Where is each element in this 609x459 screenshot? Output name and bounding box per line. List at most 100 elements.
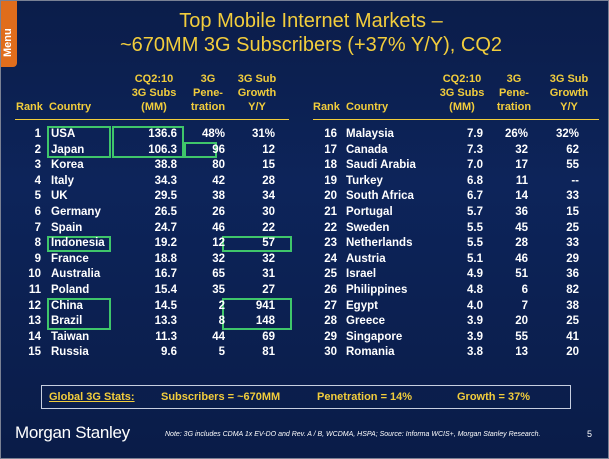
left-header-subs-2: 3G Subs [131, 87, 177, 99]
left-header-rank: Rank [16, 101, 43, 113]
table-cell-pen: 28 [515, 237, 528, 250]
table-cell-pen: 5 [218, 346, 225, 359]
table-cell-pen: 11 [515, 174, 528, 187]
table-cell-subs: 4.0 [467, 299, 483, 312]
highlight-usa-japan-country [47, 126, 111, 158]
table-cell-country: Netherlands [346, 237, 413, 250]
table-cell-pen: 55 [515, 330, 528, 343]
table-cell-pen: 38 [212, 190, 225, 203]
table-cell-pen: 96 [212, 143, 225, 156]
table-cell-rank: 20 [324, 190, 337, 203]
table-cell-rank: 27 [324, 299, 337, 312]
table-cell-rank: 10 [28, 268, 41, 281]
table-cell-subs: 24.7 [154, 221, 177, 234]
table-cell-subs: 4.9 [467, 268, 483, 281]
table-cell-pen: 8 [218, 315, 225, 328]
table-cell-country: Russia [51, 346, 89, 359]
table-cell-growth: 33 [566, 237, 579, 250]
table-cell-growth: 27 [262, 284, 275, 296]
table-cell-growth: 22 [262, 221, 275, 234]
table-cell-rank: 25 [324, 268, 337, 281]
table-cell-country: Indonesia [51, 237, 105, 250]
table-cell-subs: 7.3 [467, 143, 483, 156]
table-cell-subs: 19.2 [154, 237, 177, 250]
table-cell-growth: -- [571, 174, 579, 187]
table-cell-rank: 2 [34, 143, 41, 156]
left-header-pen-2: Pene- [193, 87, 223, 99]
table-cell-rank: 22 [324, 221, 337, 234]
table-cell-subs: 3.8 [467, 346, 483, 359]
right-header-divider [313, 119, 599, 120]
table-cell-country: Japan [51, 143, 85, 156]
table-cell-pen: 26% [504, 128, 528, 140]
table-cell-growth: 34 [262, 190, 275, 203]
table-cell-rank: 12 [28, 299, 41, 312]
table-cell-rank: 1 [34, 128, 41, 140]
left-header-subs-3: (MM) [141, 101, 167, 113]
table-cell-pen: 48% [201, 128, 225, 140]
highlight-japan-penetration [184, 142, 217, 158]
table-cell-pen: 20 [515, 315, 528, 328]
table-cell-rank: 9 [34, 252, 41, 265]
menu-button[interactable]: Menu [1, 1, 17, 67]
morgan-stanley-logo: Morgan Stanley [15, 423, 130, 442]
table-cell-country: Greece [346, 315, 386, 328]
left-header-growth-2: Growth [237, 87, 277, 99]
table-cell-pen: 35 [212, 284, 225, 296]
highlight-china-brazil-country [47, 298, 111, 330]
table-cell-rank: 3 [34, 159, 41, 172]
table-cell-pen: 65 [212, 268, 225, 281]
table-cell-subs: 6.8 [467, 174, 483, 187]
table-cell-pen: 42 [212, 174, 225, 187]
table-cell-pen: 6 [521, 284, 528, 296]
table-cell-country: UK [51, 190, 68, 203]
table-cell-subs: 9.6 [161, 346, 177, 359]
table-cell-growth: 15 [262, 159, 275, 172]
table-cell-country: USA [51, 128, 76, 140]
table-cell-country: Korea [51, 159, 84, 172]
table-cell-rank: 16 [324, 128, 337, 140]
table-cell-growth: 38 [566, 299, 579, 312]
table-cell-growth: 62 [566, 143, 579, 156]
highlight-usa-japan-subs [112, 126, 184, 158]
table-cell-subs: 3.9 [467, 330, 483, 343]
table-cell-rank: 11 [28, 284, 41, 296]
slide-title-line1: Top Mobile Internet Markets – [179, 10, 443, 32]
left-header-country: Country [49, 101, 92, 113]
table-cell-subs: 13.3 [154, 315, 177, 328]
table-cell-rank: 19 [324, 174, 337, 187]
table-cell-growth: 25 [566, 315, 579, 328]
table-cell-rank: 23 [324, 237, 337, 250]
table-cell-subs: 106.3 [148, 143, 177, 156]
slide-title-line2: ~670MM 3G Subscribers (+37% Y/Y), CQ2 [119, 34, 502, 56]
table-cell-subs: 15.4 [154, 284, 177, 296]
table-cell-rank: 15 [28, 346, 41, 359]
left-header-divider [15, 119, 289, 120]
table-cell-growth: 33 [566, 190, 579, 203]
table-cell-subs: 38.8 [154, 159, 177, 172]
table-cell-subs: 5.5 [467, 237, 483, 250]
table-cell-country: Spain [51, 221, 83, 234]
table-cell-subs: 5.5 [467, 221, 483, 234]
footnote: Note: 3G includes CDMA 1x EV-DO and Rev.… [165, 431, 541, 438]
table-cell-rank: 18 [324, 159, 337, 172]
table-cell-subs: 14.5 [154, 299, 177, 312]
right-header-country: Country [346, 101, 389, 113]
table-cell-country: Israel [346, 268, 377, 281]
table-cell-rank: 14 [28, 330, 41, 343]
table-cell-subs: 4.8 [467, 284, 483, 296]
table-cell-subs: 3.9 [467, 315, 483, 328]
right-header-growth-3: Y/Y [560, 101, 578, 113]
table-cell-subs: 7.0 [467, 159, 483, 172]
table-cell-pen: 26 [212, 206, 225, 218]
table-cell-country: Taiwan [51, 330, 90, 343]
highlight-indonesia-country [47, 236, 111, 252]
table-cell-pen: 13 [515, 346, 528, 359]
table-cell-country: Egypt [346, 299, 378, 312]
table-cell-rank: 4 [34, 174, 41, 187]
table-cell-growth: 29 [566, 252, 579, 265]
table-cell-country: Sweden [346, 221, 390, 234]
table-cell-subs: 5.1 [467, 252, 483, 265]
table-cell-country: Philippines [346, 284, 408, 296]
